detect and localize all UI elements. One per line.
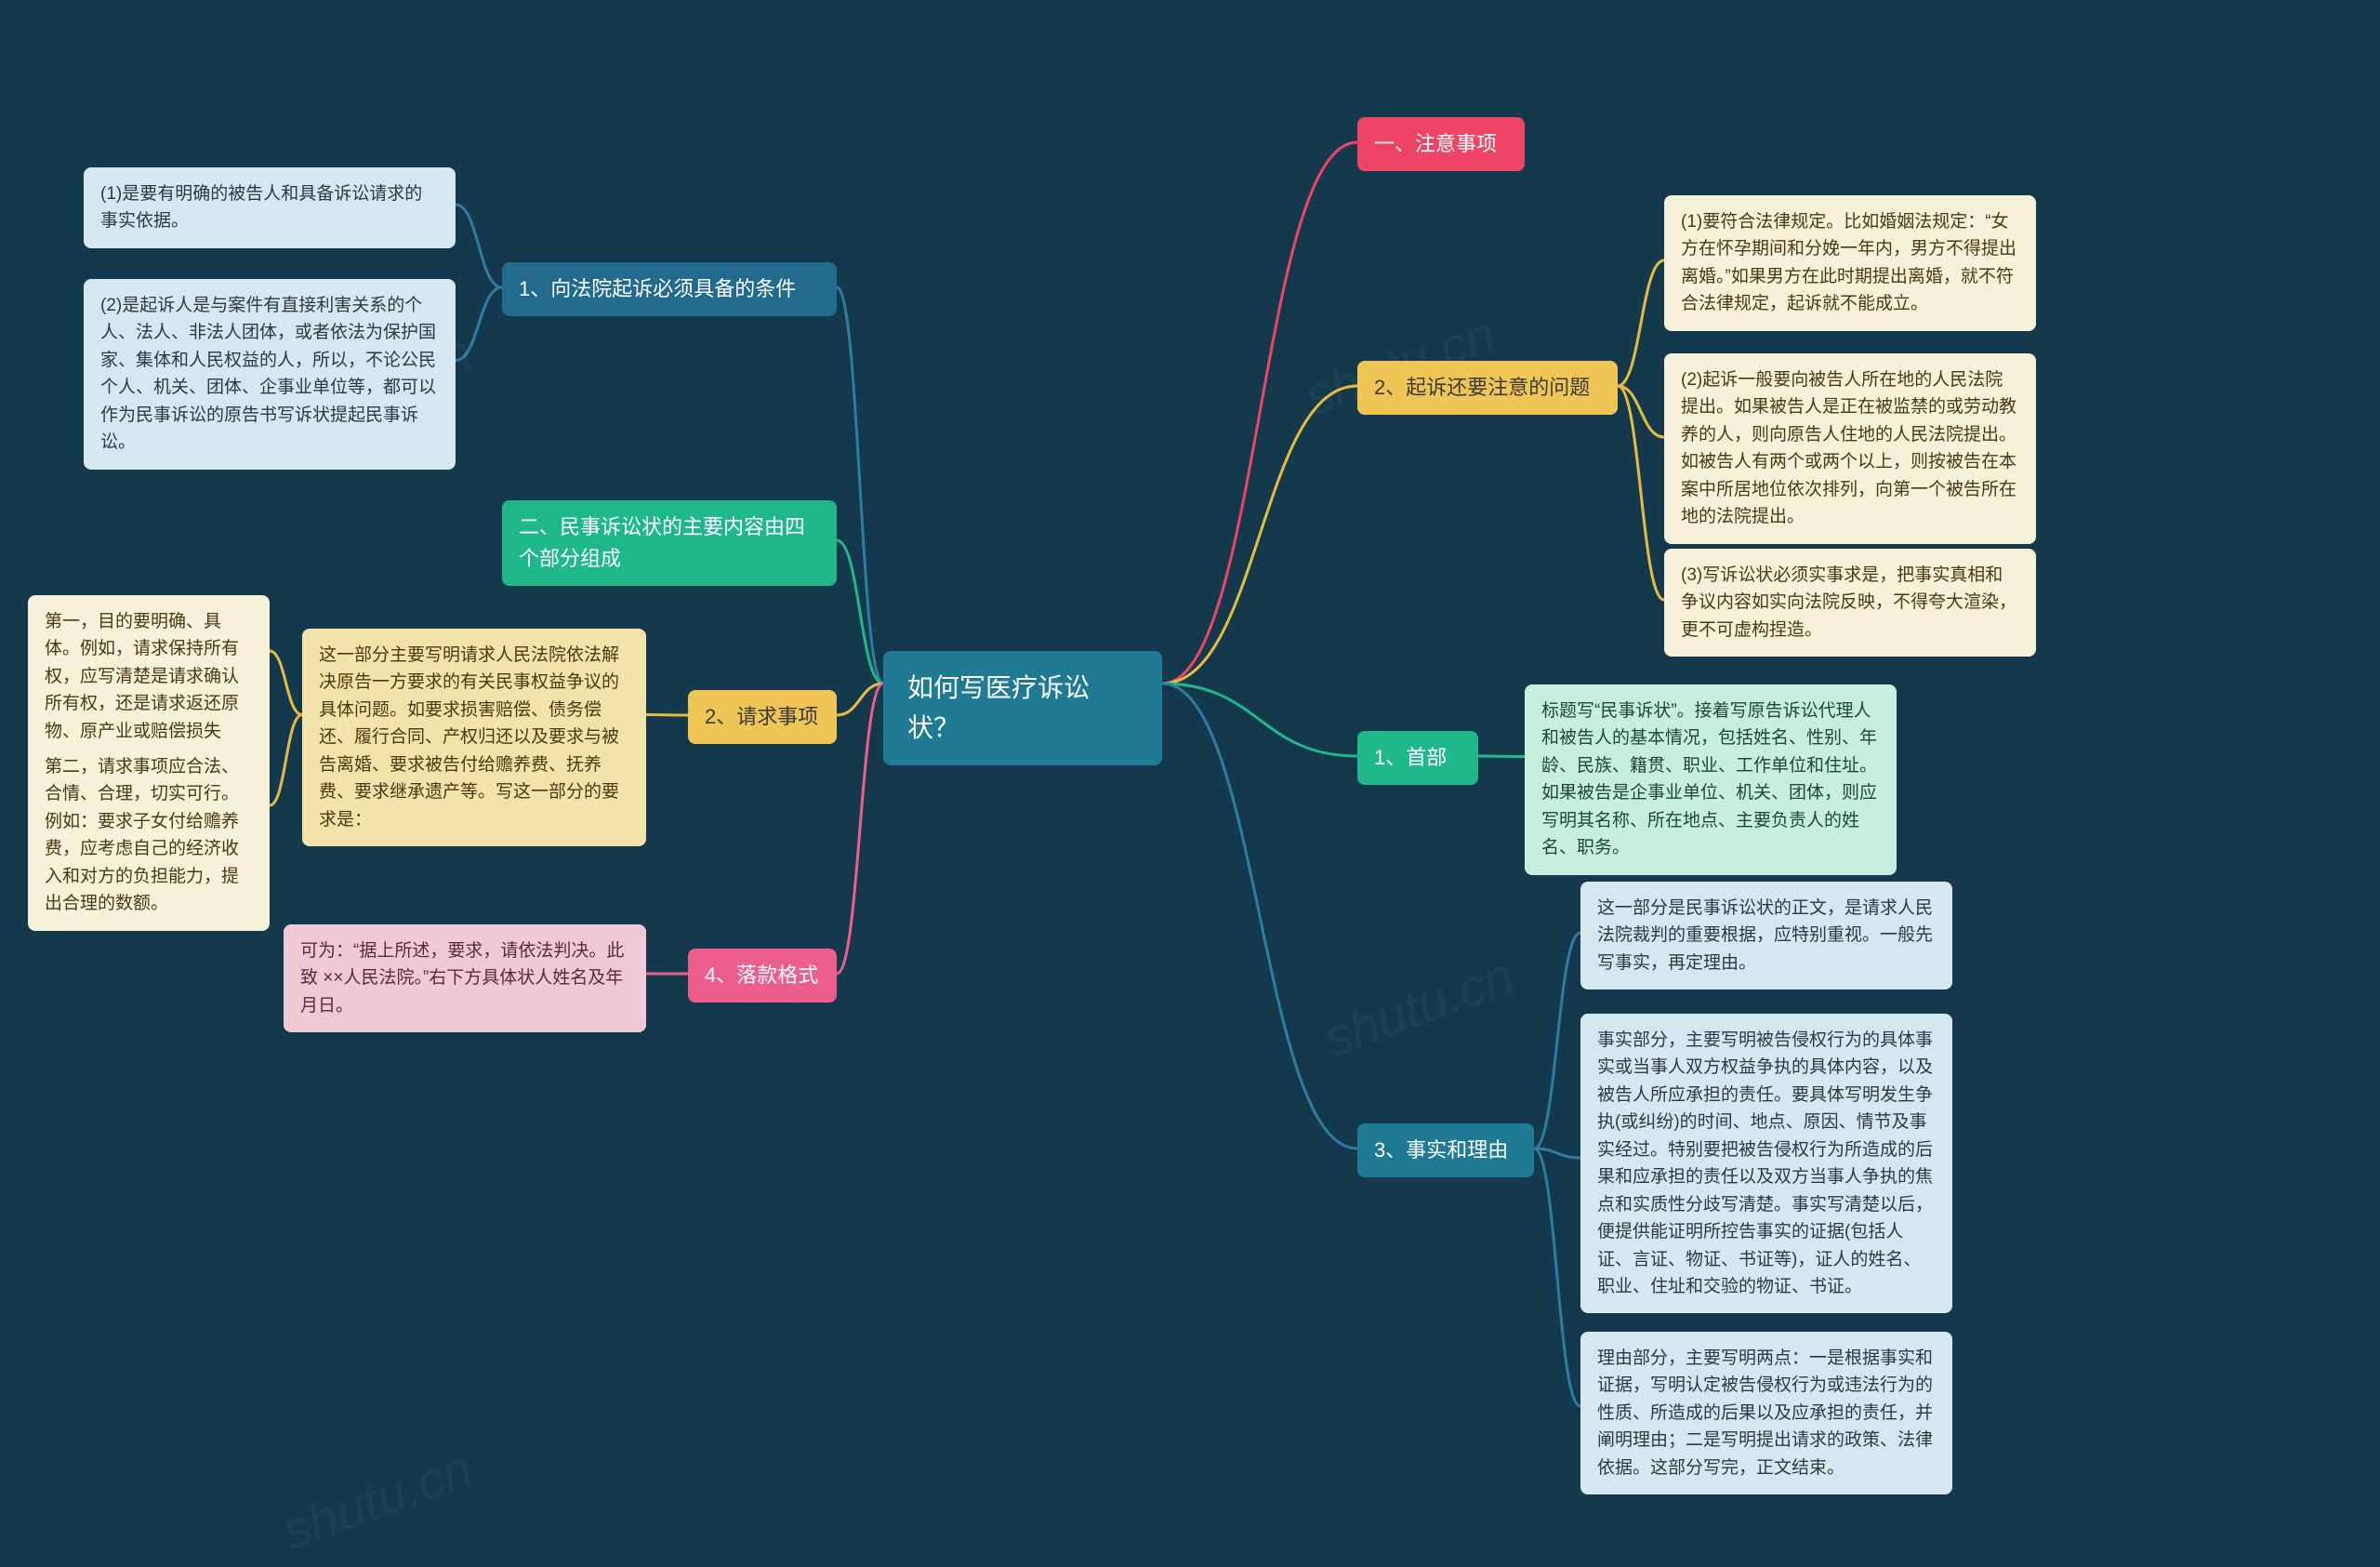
node-label: 2、请求事项: [705, 705, 818, 728]
node-label: 这一部分是民事诉讼状的正文，是请求人民法院裁判的重要根据，应特别重视。一般先写事…: [1597, 898, 1933, 973]
node-label: 二、民事诉讼状的主要内容由四个部分组成: [519, 515, 805, 570]
mindmap-node: (1)是要有明确的被告人和具备诉讼请求的事实依据。: [84, 167, 456, 248]
node-label: 1、首部: [1374, 746, 1447, 769]
node-label: 1、向法院起诉必须具备的条件: [519, 277, 796, 300]
mindmap-node: 1、向法院起诉必须具备的条件: [502, 262, 837, 316]
mindmap-node: 一、注意事项: [1357, 117, 1525, 171]
node-label: (3)写诉讼状必须实事求是，把事实真相和争议内容如实向法院反映，不得夸大渲染，更…: [1681, 565, 2016, 640]
mindmap-node: 事实部分，主要写明被告侵权行为的具体事实或当事人双方权益争执的具体内容，以及被告…: [1580, 1014, 1952, 1313]
node-label: 可为：“据上所述，要求，请依法判决。此致 ××人民法院。”右下方具体状人姓名及年…: [300, 941, 624, 1016]
node-label: (2)是起诉人是与案件有直接利害关系的个人、法人、非法人团体，或者依法为保护国家…: [100, 296, 436, 452]
mindmap-node: 2、请求事项: [688, 690, 837, 744]
mindmap-node: 可为：“据上所述，要求，请依法判决。此致 ××人民法院。”右下方具体状人姓名及年…: [284, 924, 646, 1032]
node-label: 一、注意事项: [1374, 132, 1497, 155]
node-label: 如何写医疗诉讼状？: [907, 673, 1090, 742]
mindmap-node: 1、首部: [1357, 731, 1478, 785]
node-label: 事实部分，主要写明被告侵权行为的具体事实或当事人双方权益争执的具体内容，以及被告…: [1597, 1030, 1933, 1296]
watermark: shutu.cn: [1316, 945, 1521, 1069]
mindmap-node: (2)起诉一般要向被告人所在地的人民法院提出。如果被告人是正在被监禁的或劳动教养…: [1664, 353, 2036, 544]
node-label: (1)要符合法律规定。比如婚姻法规定：“女方在怀孕期间和分娩一年内，男方不得提出…: [1681, 212, 2016, 313]
mindmap-node: 标题写“民事诉状”。接着写原告诉讼代理人和被告人的基本情况，包括姓名、性别、年龄…: [1525, 684, 1897, 875]
mindmap-node: 理由部分，主要写明两点：一是根据事实和证据，写明认定被告侵权行为或违法行为的性质…: [1580, 1332, 1952, 1494]
node-label: 标题写“民事诉状”。接着写原告诉讼代理人和被告人的基本情况，包括姓名、性别、年龄…: [1541, 701, 1877, 857]
node-label: 第二，请求事项应合法、合情、合理，切实可行。例如：要求子女付给赡养费，应考虑自己…: [45, 757, 239, 913]
mindmap-node: 第二，请求事项应合法、合情、合理，切实可行。例如：要求子女付给赡养费，应考虑自己…: [28, 740, 270, 931]
node-label: 这一部分主要写明请求人民法院依法解决原告一方要求的有关民事权益争议的具体问题。如…: [319, 645, 619, 830]
mindmap-node: 这一部分主要写明请求人民法院依法解决原告一方要求的有关民事权益争议的具体问题。如…: [302, 629, 646, 846]
node-label: (1)是要有明确的被告人和具备诉讼请求的事实依据。: [100, 184, 422, 231]
mindmap-node: 2、起诉还要注意的问题: [1357, 361, 1618, 415]
mindmap-node: (3)写诉讼状必须实事求是，把事实真相和争议内容如实向法院反映，不得夸大渲染，更…: [1664, 549, 2036, 657]
mindmap-node: 3、事实和理由: [1357, 1123, 1534, 1177]
mindmap-node: 这一部分是民事诉讼状的正文，是请求人民法院裁判的重要根据，应特别重视。一般先写事…: [1580, 882, 1952, 989]
watermark: shutu.cn: [274, 1438, 480, 1561]
mindmap-node: 4、落款格式: [688, 949, 837, 1003]
mindmap-node: 如何写医疗诉讼状？: [883, 651, 1162, 765]
node-label: 4、落款格式: [705, 963, 818, 987]
node-label: 3、事实和理由: [1374, 1138, 1508, 1162]
node-label: (2)起诉一般要向被告人所在地的人民法院提出。如果被告人是正在被监禁的或劳动教养…: [1681, 370, 2016, 526]
node-label: 2、起诉还要注意的问题: [1374, 376, 1590, 399]
mindmap-node: (2)是起诉人是与案件有直接利害关系的个人、法人、非法人团体，或者依法为保护国家…: [84, 279, 456, 470]
node-label: 理由部分，主要写明两点：一是根据事实和证据，写明认定被告侵权行为或违法行为的性质…: [1597, 1348, 1933, 1478]
mindmap-node: (1)要符合法律规定。比如婚姻法规定：“女方在怀孕期间和分娩一年内，男方不得提出…: [1664, 195, 2036, 331]
mindmap-node: 二、民事诉讼状的主要内容由四个部分组成: [502, 500, 837, 586]
